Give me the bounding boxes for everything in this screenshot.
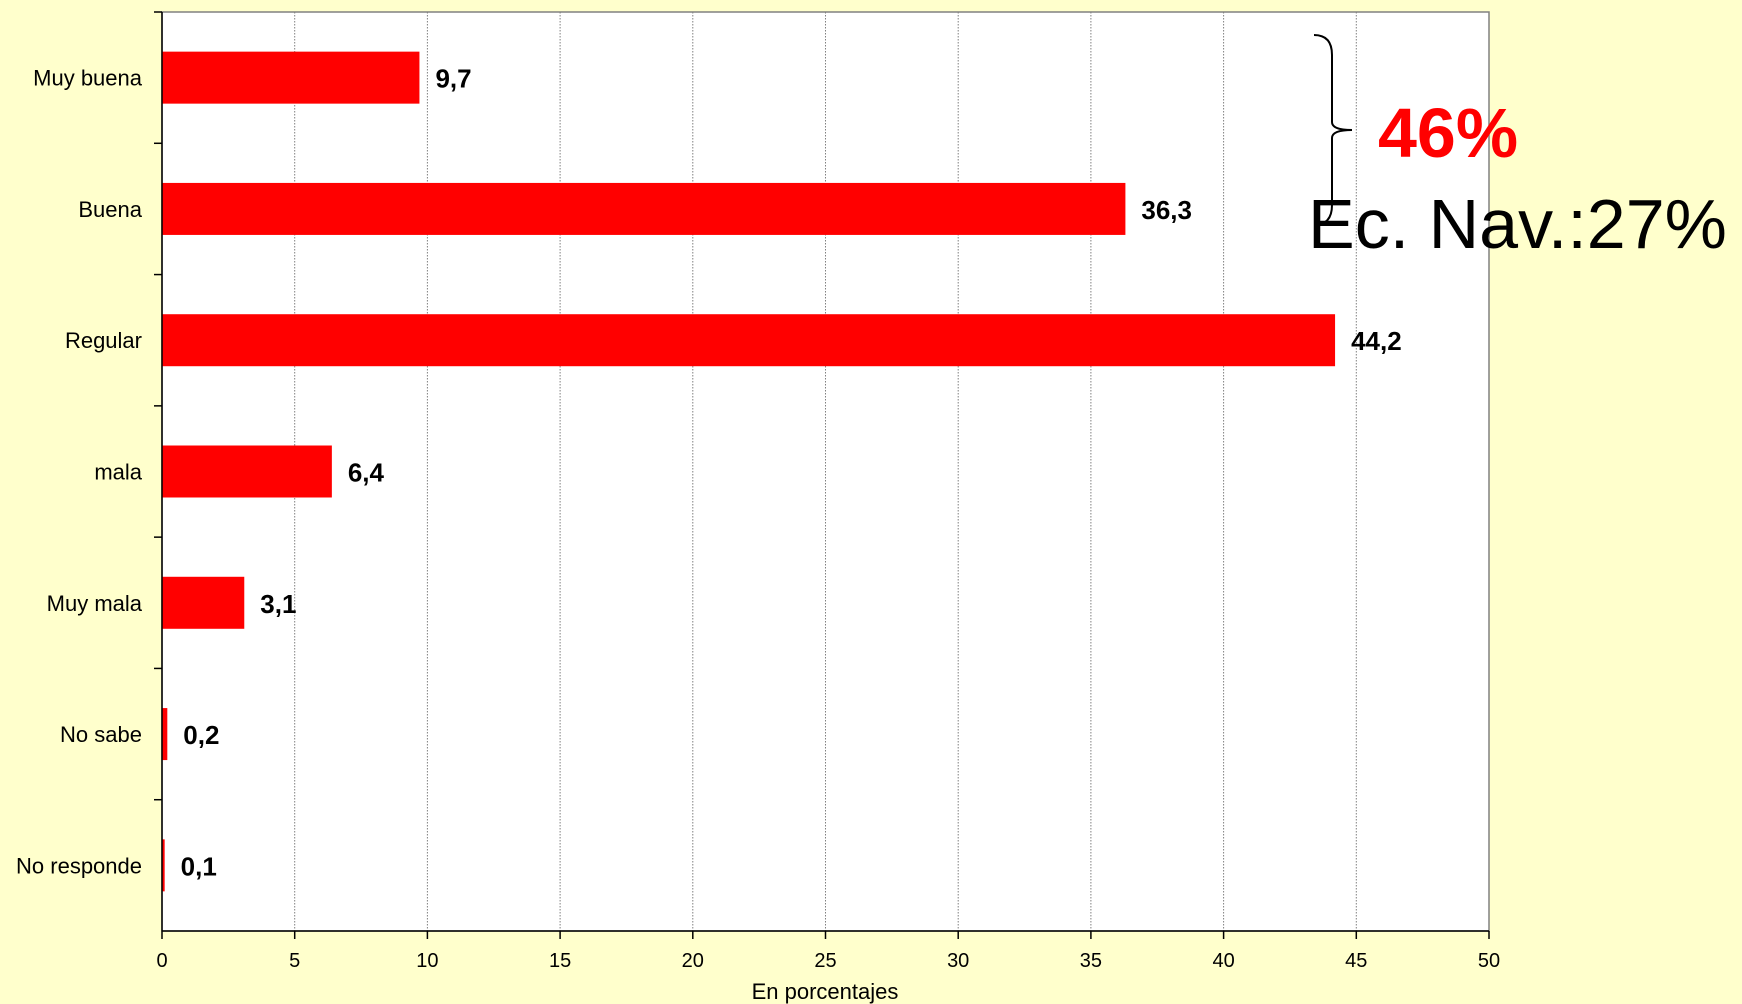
value-label: 3,1 bbox=[260, 589, 296, 619]
value-label: 36,3 bbox=[1141, 195, 1192, 225]
bar bbox=[162, 576, 245, 629]
x-tick-label: 35 bbox=[1080, 950, 1102, 972]
bar bbox=[162, 839, 165, 892]
bracket-total-annotation: 46% bbox=[1378, 94, 1518, 172]
x-tick-label: 50 bbox=[1478, 950, 1500, 972]
bar bbox=[162, 708, 168, 761]
x-tick-label: 25 bbox=[814, 950, 836, 972]
category-label: mala bbox=[94, 460, 142, 485]
value-labels: 9,7 36,3 44,2 6,4 3,1 0,2 0,1 bbox=[181, 64, 1402, 882]
category-label: Muy mala bbox=[47, 591, 143, 616]
bars bbox=[162, 51, 1336, 892]
category-label: Regular bbox=[65, 328, 142, 353]
x-tick-label: 40 bbox=[1212, 950, 1234, 972]
value-label: 9,7 bbox=[435, 64, 471, 94]
value-label: 6,4 bbox=[348, 458, 385, 488]
x-tick-label: 30 bbox=[947, 950, 969, 972]
bracket bbox=[1313, 34, 1353, 226]
x-tick-label: 10 bbox=[416, 950, 438, 972]
bar bbox=[162, 51, 420, 104]
value-label: 0,2 bbox=[183, 720, 219, 750]
x-tick-label: 20 bbox=[682, 950, 704, 972]
category-label: Buena bbox=[78, 197, 142, 222]
bar bbox=[162, 445, 332, 498]
x-axis-title: En porcentajes bbox=[752, 979, 899, 1004]
x-tick-label: 15 bbox=[549, 950, 571, 972]
value-label: 44,2 bbox=[1351, 326, 1402, 356]
category-label: Muy buena bbox=[33, 66, 143, 91]
category-labels: Muy buena Buena Regular mala Muy mala No sabe… bbox=[16, 66, 143, 879]
bar bbox=[162, 182, 1126, 235]
x-tick-label: 5 bbox=[289, 950, 300, 972]
comparison-annotation: Ec. Nav.:27% bbox=[1308, 185, 1727, 263]
x-axis: 0 5 10 15 20 25 30 35 40 45 50 bbox=[154, 11, 1500, 972]
bar bbox=[162, 314, 1336, 367]
x-tick-label: 45 bbox=[1345, 950, 1367, 972]
category-label: No responde bbox=[16, 853, 142, 878]
category-label: No sabe bbox=[60, 722, 142, 747]
grid-lines bbox=[294, 12, 1357, 931]
value-label: 0,1 bbox=[181, 851, 217, 881]
x-tick-label: 0 bbox=[156, 950, 167, 972]
